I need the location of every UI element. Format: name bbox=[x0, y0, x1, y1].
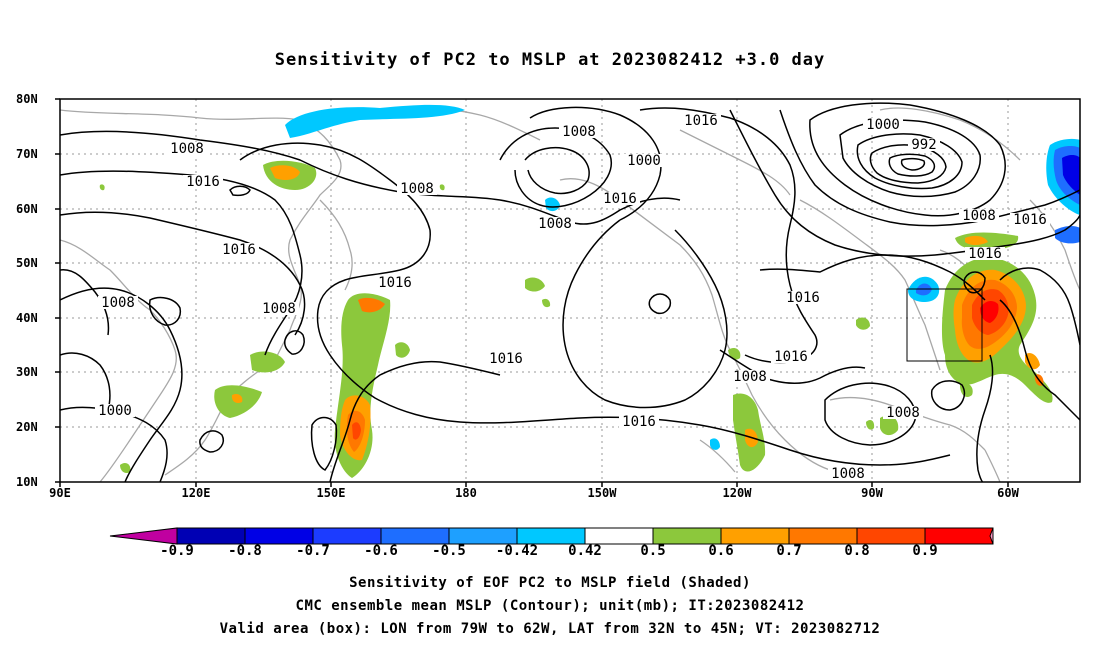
colorbar-arrow-left bbox=[109, 527, 178, 545]
contour-label: 1016 bbox=[378, 275, 412, 291]
colorbar-label: -0.9 bbox=[160, 543, 194, 559]
colorbar-swatch bbox=[516, 527, 586, 545]
contour-label: 1000 bbox=[866, 117, 900, 133]
lon-label: 150W bbox=[587, 486, 617, 500]
contour-label: 1008 bbox=[170, 141, 204, 157]
contour-label: 1016 bbox=[622, 414, 656, 430]
lat-label: 10N bbox=[16, 475, 38, 489]
lon-label: 120E bbox=[181, 486, 211, 500]
contour-label-group: 1008 1016 1016 1008 1008 1000 1008 1016 … bbox=[95, 113, 1050, 482]
contour-label: 1016 bbox=[186, 174, 220, 190]
colorbar-label: 0.7 bbox=[776, 543, 802, 559]
colorbar-swatch bbox=[380, 527, 450, 545]
lon-label: 180 bbox=[455, 486, 477, 500]
colorbar-swatch bbox=[244, 527, 314, 545]
colorbar-swatch bbox=[584, 527, 654, 545]
colorbar-swatch bbox=[176, 527, 246, 545]
colorbar-label: -0.42 bbox=[495, 543, 539, 559]
colorbar-swatch bbox=[924, 527, 994, 545]
contour-label: 1016 bbox=[786, 290, 820, 306]
axis-ticks bbox=[55, 98, 1009, 487]
lon-label: 120W bbox=[722, 486, 752, 500]
colorbar-label: -0.5 bbox=[432, 543, 466, 559]
colorbar-label: 0.42 bbox=[568, 543, 602, 559]
lat-label: 60N bbox=[16, 202, 38, 216]
chart-title: Sensitivity of PC2 to MSLP at 2023082412… bbox=[274, 50, 826, 70]
contour-label: 1008 bbox=[262, 301, 296, 317]
contour-label: 1016 bbox=[1013, 212, 1047, 228]
lat-label: 20N bbox=[16, 420, 38, 434]
colorbar bbox=[109, 527, 994, 545]
colorbar-label: 0.5 bbox=[640, 543, 666, 559]
colorbar-swatch bbox=[652, 527, 722, 545]
contour-label: 1008 bbox=[101, 295, 135, 311]
caption-line-3: Valid area (box): LON from 79W to 62W, L… bbox=[219, 621, 881, 637]
lon-label: 60W bbox=[997, 486, 1019, 500]
contour-label: 1008 bbox=[733, 369, 767, 385]
caption-line-2: CMC ensemble mean MSLP (Contour); unit(m… bbox=[295, 598, 805, 614]
colorbar-swatch bbox=[720, 527, 790, 545]
colorbar-swatch bbox=[788, 527, 858, 545]
contour-label: 1008 bbox=[962, 208, 996, 224]
contour-label: 1000 bbox=[627, 153, 661, 169]
contour-label: 1016 bbox=[222, 242, 256, 258]
contour-label: 1016 bbox=[684, 113, 718, 129]
lat-label: 70N bbox=[16, 147, 38, 161]
colorbar-label: -0.7 bbox=[296, 543, 330, 559]
contour-label: 992 bbox=[911, 137, 936, 153]
contour-label: 1008 bbox=[562, 124, 596, 140]
colorbar-label: -0.6 bbox=[364, 543, 398, 559]
colorbar-swatch bbox=[856, 527, 926, 545]
contour-label: 1008 bbox=[831, 466, 865, 482]
lat-label: 50N bbox=[16, 256, 38, 270]
map-frame bbox=[59, 98, 1081, 483]
contour-label: 1008 bbox=[886, 405, 920, 421]
lat-label: 80N bbox=[16, 92, 38, 106]
contour-label: 1008 bbox=[400, 181, 434, 197]
colorbar-label: -0.8 bbox=[228, 543, 262, 559]
lon-label: 150E bbox=[316, 486, 346, 500]
valid-area-box bbox=[906, 288, 983, 362]
colorbar-arrow-right bbox=[989, 527, 994, 545]
contour-label: 1008 bbox=[538, 216, 572, 232]
contour-label: 1016 bbox=[774, 349, 808, 365]
lon-label: 90E bbox=[49, 486, 71, 500]
contour-label: 1016 bbox=[489, 351, 523, 367]
colorbar-swatch bbox=[312, 527, 382, 545]
caption-line-1: Sensitivity of EOF PC2 to MSLP field (Sh… bbox=[349, 575, 751, 591]
colorbar-label: 0.9 bbox=[912, 543, 938, 559]
lon-label: 90W bbox=[861, 486, 883, 500]
contour-label: 1000 bbox=[98, 403, 132, 419]
colorbar-label: 0.8 bbox=[844, 543, 870, 559]
lat-label: 30N bbox=[16, 365, 38, 379]
colorbar-label: 0.6 bbox=[708, 543, 734, 559]
contour-label: 1016 bbox=[603, 191, 637, 207]
lat-label: 40N bbox=[16, 311, 38, 325]
contour-label: 1016 bbox=[968, 246, 1002, 262]
colorbar-swatch bbox=[448, 527, 518, 545]
